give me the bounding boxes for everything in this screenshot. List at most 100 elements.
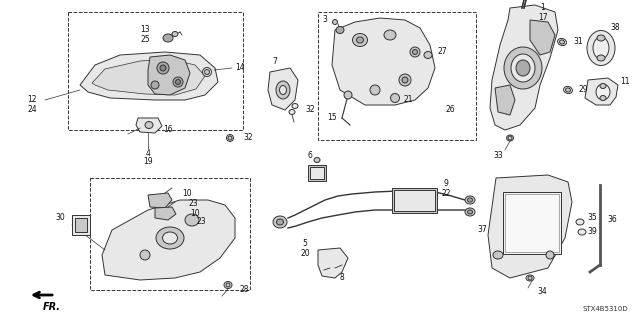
Bar [392, 188, 437, 213]
Polygon shape [136, 118, 162, 133]
Text: 23: 23 [196, 218, 206, 226]
Ellipse shape [163, 34, 173, 42]
Text: 4: 4 [145, 149, 150, 158]
Polygon shape [332, 18, 435, 105]
Ellipse shape [185, 214, 199, 226]
Ellipse shape [424, 51, 432, 58]
Text: 9: 9 [444, 180, 449, 189]
Bar [310, 167, 324, 179]
Text: 5: 5 [303, 240, 307, 249]
Ellipse shape [410, 47, 420, 57]
Text: 38: 38 [610, 24, 620, 33]
Bar [90, 178, 250, 290]
Text: 11: 11 [620, 78, 630, 86]
Text: 35: 35 [587, 213, 597, 222]
Ellipse shape [292, 103, 298, 108]
Text: 14: 14 [235, 63, 245, 72]
Bar [318, 12, 476, 140]
Polygon shape [530, 20, 555, 55]
Text: 8: 8 [340, 273, 344, 283]
Ellipse shape [172, 32, 178, 36]
Polygon shape [268, 68, 298, 110]
Ellipse shape [413, 49, 417, 55]
Ellipse shape [587, 31, 615, 65]
Text: 28: 28 [239, 286, 249, 294]
Text: STX4B5310D: STX4B5310D [582, 306, 628, 312]
Ellipse shape [465, 196, 475, 204]
Bar [72, 215, 90, 235]
Ellipse shape [370, 85, 380, 95]
Bar [75, 218, 87, 232]
Ellipse shape [578, 229, 586, 235]
Bar [308, 165, 326, 181]
Ellipse shape [289, 109, 295, 115]
Text: 20: 20 [300, 249, 310, 257]
Text: 34: 34 [537, 287, 547, 296]
Polygon shape [155, 207, 176, 220]
Ellipse shape [600, 84, 606, 88]
Polygon shape [318, 248, 348, 278]
Polygon shape [102, 200, 235, 280]
Text: 23: 23 [188, 198, 198, 207]
Text: 36: 36 [607, 216, 617, 225]
Text: 13: 13 [140, 26, 150, 34]
Ellipse shape [557, 38, 566, 46]
Ellipse shape [546, 251, 554, 259]
Ellipse shape [593, 37, 609, 59]
Ellipse shape [226, 283, 230, 287]
Ellipse shape [467, 210, 472, 214]
Text: 1: 1 [541, 4, 545, 12]
Ellipse shape [566, 88, 570, 92]
Text: 32: 32 [305, 106, 315, 115]
Ellipse shape [399, 74, 411, 86]
Text: 31: 31 [573, 38, 583, 47]
Text: 37: 37 [477, 226, 487, 234]
Text: FR.: FR. [43, 302, 61, 312]
Ellipse shape [280, 85, 287, 94]
Ellipse shape [390, 93, 399, 102]
Text: 27: 27 [437, 48, 447, 56]
Ellipse shape [384, 30, 396, 40]
Ellipse shape [314, 158, 320, 162]
Ellipse shape [276, 219, 284, 225]
Polygon shape [80, 52, 218, 100]
Text: 17: 17 [538, 12, 548, 21]
Text: 29: 29 [578, 85, 588, 94]
Ellipse shape [145, 122, 153, 129]
Bar [68, 12, 243, 130]
Text: 16: 16 [163, 125, 173, 135]
Ellipse shape [157, 62, 169, 74]
Ellipse shape [504, 47, 542, 89]
Ellipse shape [506, 135, 513, 141]
Polygon shape [490, 5, 558, 130]
Ellipse shape [224, 281, 232, 288]
Text: 21: 21 [403, 95, 413, 105]
Ellipse shape [465, 208, 475, 216]
Polygon shape [488, 175, 572, 278]
Ellipse shape [356, 37, 364, 43]
Ellipse shape [559, 40, 564, 44]
Ellipse shape [344, 91, 352, 99]
Ellipse shape [511, 54, 535, 82]
Ellipse shape [175, 79, 180, 85]
Ellipse shape [467, 198, 472, 202]
Polygon shape [148, 55, 190, 95]
Ellipse shape [227, 135, 234, 142]
Text: 24: 24 [27, 106, 37, 115]
Ellipse shape [528, 276, 532, 280]
Ellipse shape [353, 33, 367, 47]
Polygon shape [585, 78, 618, 105]
Ellipse shape [600, 95, 606, 100]
Text: 26: 26 [445, 106, 455, 115]
Text: 6: 6 [308, 151, 312, 160]
Ellipse shape [228, 136, 232, 140]
Text: 32: 32 [243, 133, 253, 143]
Ellipse shape [516, 60, 530, 76]
Ellipse shape [576, 219, 584, 225]
Ellipse shape [402, 77, 408, 83]
Ellipse shape [173, 77, 183, 87]
Ellipse shape [564, 86, 572, 93]
Text: 10: 10 [182, 189, 192, 198]
Text: 25: 25 [140, 34, 150, 43]
Ellipse shape [508, 136, 512, 140]
